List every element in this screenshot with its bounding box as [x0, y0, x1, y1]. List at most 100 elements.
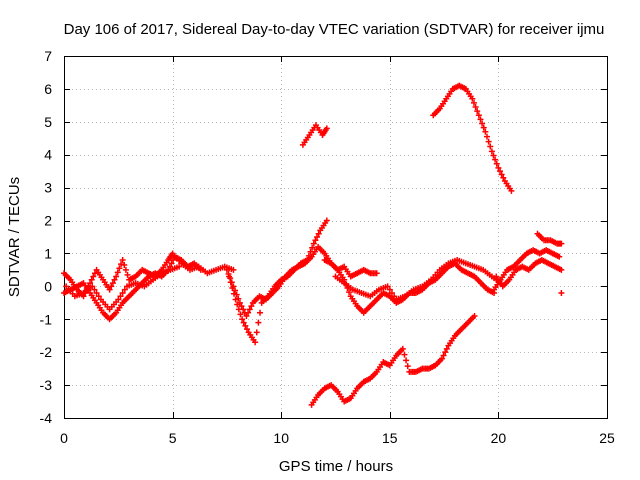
data-point	[479, 120, 486, 127]
data-point	[248, 303, 255, 310]
data-point	[558, 240, 565, 247]
data-point	[255, 319, 262, 326]
data-point	[498, 171, 505, 178]
data-point	[388, 289, 395, 296]
data-point	[229, 285, 236, 292]
data-point	[487, 143, 494, 150]
data-point	[482, 128, 489, 135]
x-tick-label: 0	[60, 430, 68, 446]
data-point	[237, 311, 244, 318]
data-point	[401, 351, 408, 358]
data-point	[304, 257, 311, 264]
x-tick-label: 5	[169, 430, 177, 446]
data-point	[440, 352, 447, 359]
data-point	[106, 286, 113, 293]
data-point	[240, 319, 247, 326]
data-point	[121, 286, 128, 293]
series-track-n	[308, 312, 478, 408]
data-point	[480, 124, 487, 131]
data-point	[234, 301, 241, 308]
data-point	[197, 266, 204, 273]
plot-frame	[64, 56, 608, 419]
data-point	[232, 296, 239, 303]
data-point	[239, 316, 246, 323]
data-point	[252, 339, 259, 346]
x-tick-label: 20	[491, 430, 507, 446]
data-point	[469, 95, 476, 102]
data-point	[500, 174, 507, 181]
data-point	[119, 257, 126, 264]
data-point	[442, 349, 449, 356]
data-point	[170, 257, 177, 264]
data-point	[176, 263, 183, 270]
data-point	[88, 276, 95, 283]
data-point	[124, 271, 131, 278]
data-point	[243, 326, 250, 333]
data-point	[558, 266, 565, 273]
y-tick-label: -2	[40, 344, 53, 360]
data-point	[226, 273, 233, 280]
data-point	[493, 160, 500, 167]
x-tick-label: 25	[599, 430, 615, 446]
data-point	[488, 148, 495, 155]
data-point	[118, 261, 125, 268]
data-point	[471, 312, 478, 319]
data-point	[95, 293, 102, 300]
chart-title: Day 106 of 2017, Sidereal Day-to-day VTE…	[64, 21, 605, 38]
data-point	[556, 253, 563, 260]
data-point	[323, 217, 330, 224]
data-point	[404, 363, 411, 370]
y-tick-label: 6	[44, 81, 52, 97]
data-point	[89, 283, 96, 290]
data-point	[113, 273, 120, 280]
axis-ticks	[64, 56, 608, 419]
data-point	[227, 279, 234, 286]
data-point	[472, 104, 479, 111]
data-point	[246, 306, 253, 313]
data-point	[116, 265, 123, 272]
series-track-h	[491, 247, 563, 293]
y-tick-labels: -4 -3 -2 -1 0 1 2 3 4 5 6 7	[40, 48, 53, 426]
data-point	[230, 266, 237, 273]
data-point	[386, 286, 393, 293]
data-point	[253, 329, 260, 336]
data-point	[373, 270, 380, 277]
y-tick-label: -4	[40, 410, 53, 426]
data-point	[93, 289, 100, 296]
series-track-l	[299, 122, 330, 148]
data-point	[91, 286, 98, 293]
data-marks	[61, 82, 565, 408]
data-point	[168, 260, 175, 267]
data-point	[483, 133, 490, 140]
y-tick-label: 1	[44, 245, 52, 261]
series-track-j	[534, 230, 565, 247]
x-tick-label: 15	[382, 430, 398, 446]
data-point	[117, 293, 124, 300]
y-tick-label: 2	[44, 213, 52, 229]
series-track-c	[63, 263, 183, 313]
data-point	[115, 296, 122, 303]
data-point	[245, 309, 252, 316]
data-point	[470, 99, 477, 106]
y-tick-label: 7	[44, 48, 52, 64]
y-axis-label: SDTVAR / TECUs	[6, 177, 23, 297]
y-tick-label: 5	[44, 114, 52, 130]
series-track-i	[493, 257, 565, 290]
x-tick-labels: 0 5 10 15 20 25	[60, 430, 615, 446]
data-point	[257, 309, 264, 316]
data-point	[307, 248, 314, 255]
data-point	[485, 138, 492, 145]
y-tick-label: 3	[44, 180, 52, 196]
data-point	[490, 152, 497, 159]
data-point	[122, 266, 129, 273]
y-tick-label: -1	[40, 311, 53, 327]
data-point	[384, 283, 391, 290]
data-point	[443, 345, 450, 352]
data-point	[230, 290, 237, 297]
data-point	[109, 280, 116, 287]
data-point	[114, 269, 121, 276]
data-point	[477, 116, 484, 123]
data-point	[495, 164, 502, 171]
data-point	[90, 273, 97, 280]
